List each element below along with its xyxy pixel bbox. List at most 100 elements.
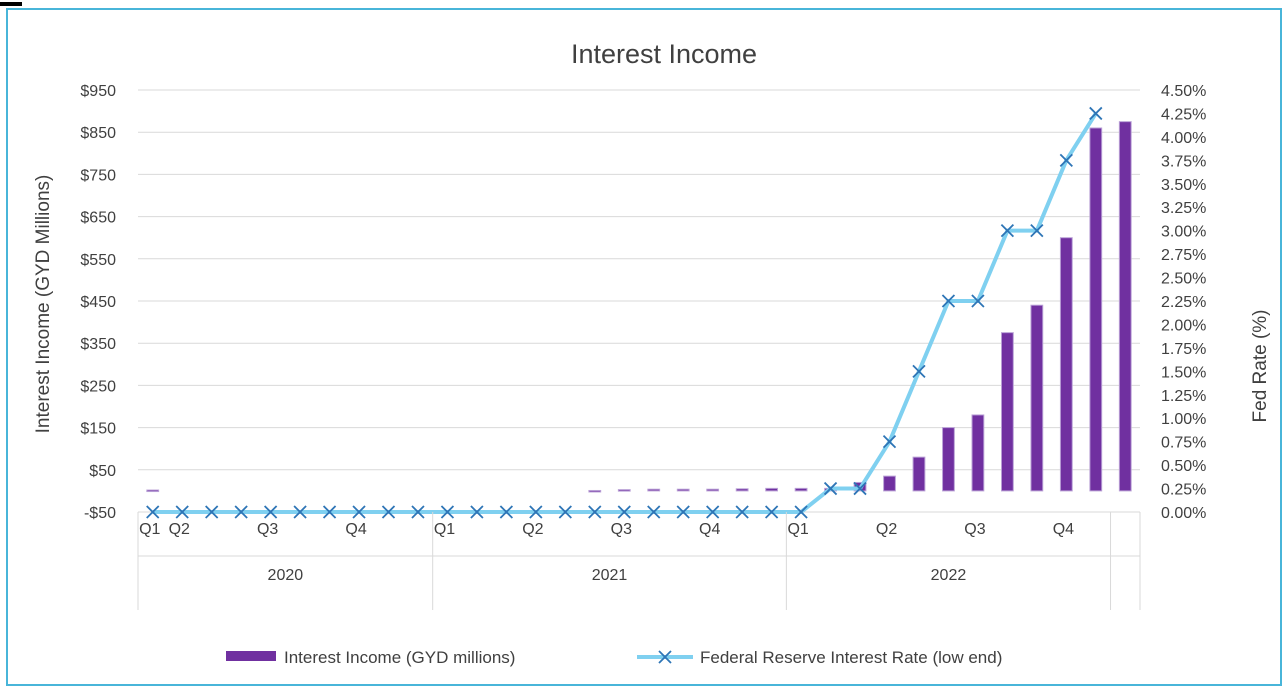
- y-axis-ticks: -$50 $50 $150 $250 $350 $450 $550 $650 $750 $850 $…: [80, 83, 116, 522]
- rate-marker: [882, 435, 897, 449]
- rate-marker: [1000, 224, 1015, 238]
- rate-marker: [1030, 224, 1044, 238]
- quarter-label: Q3: [611, 521, 632, 538]
- y2-tick-label: 4.25%: [1161, 106, 1206, 123]
- gridlines: [138, 89, 1140, 513]
- y-tick-label: $950: [80, 83, 116, 100]
- y2-tick-label: 1.25%: [1161, 388, 1206, 405]
- quarter-label: Q4: [345, 521, 366, 538]
- income-bar: [1118, 121, 1132, 492]
- y2-tick-label: 2.00%: [1161, 317, 1206, 334]
- income-bar: [735, 488, 749, 492]
- y-tick-label: $150: [80, 421, 116, 438]
- y2-axis-title: Fed Rate (%): [1250, 310, 1271, 423]
- rate-marker: [205, 505, 219, 519]
- rate-marker: [558, 505, 572, 519]
- income-bar: [1000, 332, 1014, 492]
- rate-marker: [263, 505, 278, 519]
- rate-marker: [588, 505, 602, 519]
- bars: [146, 121, 1132, 493]
- y2-tick-label: 0.50%: [1161, 458, 1206, 475]
- quarter-label: Q2: [169, 521, 190, 538]
- rate-marker: [440, 505, 455, 519]
- year-label: 2022: [931, 567, 967, 584]
- y2-axis-ticks: 0.00% 0.25% 0.50% 0.75% 1.00% 1.25% 1.50% 1.75%…: [1161, 83, 1206, 522]
- year-label: 2020: [268, 567, 304, 584]
- y2-tick-label: 3.50%: [1161, 177, 1206, 194]
- income-bar: [883, 475, 896, 492]
- rate-marker: [175, 505, 189, 519]
- rate-line-layer: [146, 106, 1103, 519]
- income-bar: [971, 414, 985, 492]
- rate-marker: [1059, 153, 1073, 167]
- chart-title: Interest Income: [571, 39, 757, 69]
- rate-marker: [764, 505, 779, 519]
- income-bar: [676, 488, 690, 492]
- y2-tick-label: 4.50%: [1161, 83, 1206, 100]
- quarter-label: Q4: [699, 521, 720, 538]
- income-bar: [942, 427, 955, 492]
- rate-marker: [411, 505, 425, 519]
- y-tick-label: $250: [80, 378, 116, 395]
- quarter-label: Q4: [1053, 521, 1074, 538]
- y2-tick-label: 1.00%: [1161, 411, 1206, 428]
- rate-marker: [352, 505, 366, 519]
- y-tick-label: $850: [80, 125, 116, 142]
- category-axis: Q1 Q2 Q3 Q4 Q1 Q2 Q3 Q4 Q1 Q2 Q3 Q4 2020 2021 2022: [137, 512, 1141, 610]
- year-label: 2021: [592, 567, 628, 584]
- legend-bar-label: Interest Income (GYD millions): [284, 648, 515, 667]
- quarter-label: Q3: [964, 521, 985, 538]
- rate-marker: [941, 294, 956, 308]
- rate-marker: [529, 505, 543, 519]
- quarter-label: Q2: [876, 521, 897, 538]
- quarter-label: Q2: [522, 521, 543, 538]
- y2-tick-label: 4.00%: [1161, 130, 1206, 147]
- y2-tick-label: 0.25%: [1161, 482, 1206, 499]
- y-tick-label: $750: [80, 167, 116, 184]
- rate-marker: [794, 505, 808, 519]
- rate-marker: [735, 505, 749, 519]
- rate-marker: [647, 505, 661, 519]
- quarter-label: Q1: [787, 521, 808, 538]
- y-tick-label: $650: [80, 210, 116, 227]
- rate-marker: [1089, 106, 1103, 121]
- y2-tick-label: 3.25%: [1161, 200, 1206, 217]
- y2-tick-label: 1.50%: [1161, 364, 1206, 381]
- legend-line-marker: [658, 650, 672, 664]
- income-bar: [588, 489, 602, 493]
- y2-tick-label: 2.75%: [1161, 247, 1206, 264]
- y2-tick-label: 2.50%: [1161, 271, 1206, 288]
- corner-mark: [0, 0, 60, 8]
- income-bar: [146, 489, 160, 493]
- y2-tick-label: 0.75%: [1161, 435, 1206, 452]
- y2-tick-label: 2.25%: [1161, 294, 1206, 311]
- y-tick-label: -$50: [84, 505, 116, 522]
- income-bar: [765, 487, 779, 492]
- rate-marker: [322, 505, 337, 519]
- income-bar: [706, 488, 720, 492]
- y2-tick-label: 0.00%: [1161, 505, 1206, 522]
- rate-marker: [676, 505, 690, 519]
- rate-marker: [706, 505, 720, 519]
- rate-marker: [823, 481, 838, 496]
- rate-marker: [234, 505, 248, 519]
- y2-tick-label: 3.75%: [1161, 153, 1206, 170]
- income-bar: [912, 456, 926, 492]
- rate-marker: [971, 294, 985, 308]
- y-tick-label: $450: [80, 294, 116, 311]
- y-tick-label: $550: [80, 252, 116, 269]
- legend-bar-swatch: [226, 651, 276, 661]
- income-bar: [647, 488, 661, 492]
- rate-marker: [617, 505, 631, 519]
- legend: Interest Income (GYD millions) Federal R…: [226, 648, 1002, 667]
- income-bar: [617, 489, 631, 492]
- income-bar: [794, 487, 808, 492]
- rate-marker: [912, 364, 926, 378]
- y-axis-title: Interest Income (GYD Millions): [33, 175, 54, 434]
- y-tick-label: $350: [80, 336, 116, 353]
- rate-marker: [146, 505, 160, 519]
- rate-marker: [470, 505, 484, 519]
- y2-tick-label: 3.00%: [1161, 224, 1206, 241]
- rate-marker: [381, 505, 396, 519]
